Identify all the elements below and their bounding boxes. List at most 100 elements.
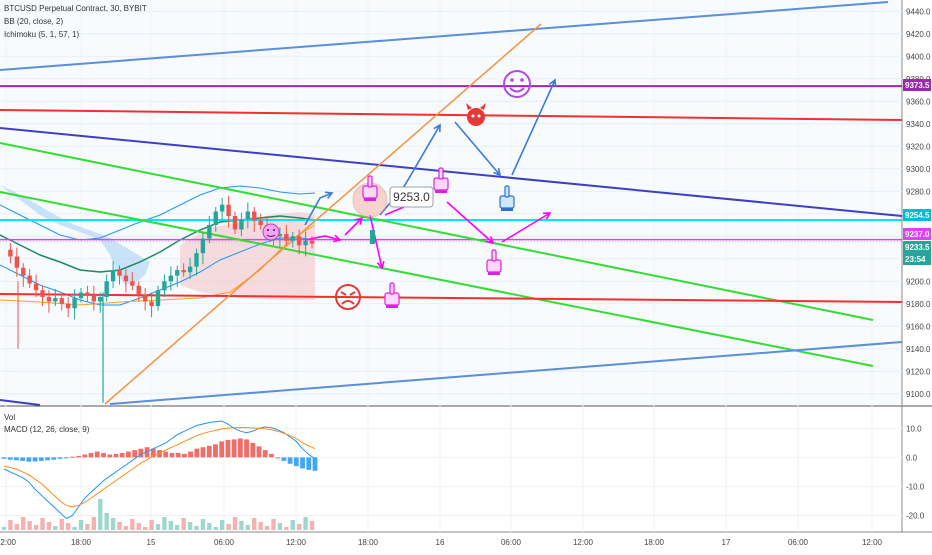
time-tick-label: 17	[722, 538, 731, 547]
candle-down	[130, 281, 135, 286]
pointing-hand-icon	[384, 282, 400, 308]
red-resistance-line	[0, 109, 903, 121]
macd-histogram-bar	[94, 451, 100, 458]
candle-down	[59, 298, 64, 304]
macd-histogram-bar	[256, 446, 262, 458]
price-tick-label: 9100.0	[906, 390, 931, 399]
time-tick-label: 06:00	[214, 538, 235, 547]
macd-histogram-bar	[57, 457, 63, 459]
emoji-icons[interactable]	[262, 70, 531, 310]
macd-tick-label: 0.0	[906, 453, 918, 462]
macd-line	[3, 420, 316, 519]
macd-histogram-bar	[144, 447, 150, 458]
volume-bar	[219, 520, 225, 530]
candle-up	[290, 236, 295, 241]
volume-bars	[1, 499, 315, 530]
macd-histogram-bar	[88, 453, 94, 458]
candle-down	[284, 234, 289, 241]
candle-down	[181, 270, 186, 273]
price-label-bg	[903, 253, 931, 265]
candle-down	[14, 256, 20, 268]
macd-histogram-bar	[113, 453, 119, 458]
price-label-text: 9373.5	[905, 81, 930, 90]
red-support-line	[0, 293, 903, 303]
time-tick-label: 16	[436, 538, 445, 547]
macd-histogram-bar	[45, 457, 50, 461]
magenta-arrow-2-head	[355, 216, 364, 225]
volume-bar	[130, 519, 135, 530]
volume-bar	[264, 526, 270, 530]
time-axis[interactable]: 12:00 18:00 15 06:00 12:00 18:00 16 06:00 12:00 1…	[0, 538, 883, 547]
candle-up	[162, 281, 167, 291]
candle-down	[232, 216, 238, 230]
volume-bar	[258, 522, 263, 530]
volume-bar	[252, 518, 257, 530]
price-label-text: 9254.5	[905, 211, 930, 220]
macd-histogram-bar	[119, 453, 125, 458]
volume-bar	[1, 527, 7, 530]
vol-legend: Vol	[4, 413, 16, 422]
marker-candle	[370, 230, 375, 244]
macd-histogram-bar	[132, 450, 138, 458]
candle-down	[21, 267, 26, 276]
macd-histogram-bar	[76, 455, 82, 458]
volume-bar	[136, 523, 141, 530]
macd-histogram-bar	[200, 447, 206, 458]
angry-face-icon	[335, 284, 361, 310]
signal-line	[3, 426, 316, 508]
blue-arrow-1-head	[324, 191, 334, 199]
magenta-arrow-5-head	[486, 236, 495, 245]
volume-bar	[40, 518, 45, 530]
candle-down	[33, 283, 39, 291]
blue-arrow-4	[511, 79, 556, 176]
macd-histogram-bar	[169, 453, 175, 458]
price-tick-label: 9340.0	[906, 120, 931, 129]
candle-up	[72, 298, 77, 309]
macd-histogram-bar	[70, 456, 75, 458]
candle-up	[219, 204, 225, 212]
price-tick-label: 9180.0	[906, 300, 931, 309]
macd-histogram-bar	[163, 451, 169, 458]
volume-bar	[72, 527, 77, 530]
macd-histogram-bar	[175, 453, 181, 458]
price-annotation-box[interactable]: 9253.0	[389, 186, 434, 208]
price-tick-label: 9300.0	[906, 165, 931, 174]
macd-histogram-bar	[194, 448, 200, 458]
macd-tick-label: -20.0	[906, 511, 925, 520]
magenta-arrow-1-head	[333, 234, 342, 243]
volume-bar	[226, 524, 231, 530]
price-tick-label: 9400.0	[906, 52, 931, 61]
price-axis[interactable]: 9440.09420.09400.09380.09360.09340.09320…	[903, 7, 931, 520]
candle-up	[98, 297, 103, 302]
volume-bar	[149, 520, 154, 530]
volume-bar	[213, 527, 218, 530]
macd-histogram-bar	[101, 453, 106, 458]
price-tick-label: 9360.0	[906, 97, 931, 106]
trend-lines[interactable]	[0, 1, 903, 406]
macd-histogram-bar	[312, 457, 318, 471]
price-tick-label: 9140.0	[906, 345, 931, 354]
macd-histogram-bar	[213, 444, 218, 458]
orange-trend-line	[104, 23, 542, 405]
pointing-hand-icon	[486, 249, 502, 275]
volume-bar	[168, 521, 174, 530]
pointing-hand-icon	[433, 167, 449, 193]
main-pane-bg	[0, 0, 902, 405]
macd-histogram-bar	[231, 439, 237, 458]
horizontal-levels[interactable]	[0, 85, 902, 243]
upper-channel-line	[0, 1, 889, 71]
macd-histogram-bar	[300, 457, 305, 469]
macd-histogram-bar	[26, 457, 32, 462]
price-tick-label: 9420.0	[906, 30, 931, 39]
macd-histogram-bar	[275, 457, 281, 459]
volume-bar	[104, 513, 109, 530]
candle-up	[175, 270, 180, 276]
candle-down	[27, 275, 32, 284]
candle-up	[213, 211, 218, 225]
blue-arrow-4-head	[548, 78, 557, 88]
macd-histogram-bar	[51, 457, 57, 460]
volume-bar	[181, 518, 186, 530]
bb-legend: BB (20, close, 2)	[4, 17, 64, 26]
